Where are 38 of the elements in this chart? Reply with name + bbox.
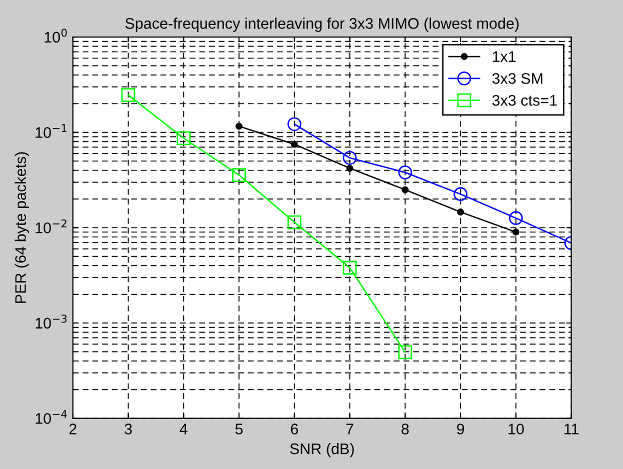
point <box>512 228 520 236</box>
legend-label: 1x1 <box>492 51 516 62</box>
point <box>287 117 302 132</box>
point <box>290 140 298 148</box>
legend-label: 3x3 SM <box>492 73 542 84</box>
point <box>346 164 354 172</box>
point <box>232 168 246 182</box>
point <box>342 260 357 275</box>
x-axis-title: SNR (dB) <box>290 443 354 458</box>
y-axis-title: PER (64 byte packets) <box>14 152 30 303</box>
point <box>508 211 523 226</box>
x-tick-label: 11 <box>564 424 578 434</box>
x-tick-label: 5 <box>235 424 243 434</box>
point <box>398 345 412 360</box>
x-tick-label: 9 <box>457 424 464 434</box>
point <box>121 88 136 102</box>
y-tick-label: 10$^{−3}$ <box>36 314 67 329</box>
point <box>236 122 242 130</box>
point <box>287 215 302 230</box>
point <box>402 186 409 194</box>
y-tick-label: 10$^{−4}$ <box>36 410 67 424</box>
point <box>342 150 357 165</box>
x-tick-label: 4 <box>180 424 188 434</box>
x-tick-label: 8 <box>402 424 409 434</box>
x-tick-label: 3 <box>124 424 132 434</box>
x-tick-label: 7 <box>346 424 354 434</box>
point <box>457 208 464 216</box>
x-tick-label: 10 <box>508 424 524 434</box>
point <box>398 165 412 180</box>
y-tick-label: 10$^{−2}$ <box>36 219 66 234</box>
legend-label: 3x3 cts=1 <box>492 94 557 106</box>
x-tick-label: 2 <box>69 424 76 434</box>
x-tick-label: 6 <box>290 424 298 434</box>
y-tick-label: 10$^{0}$ <box>44 28 67 43</box>
point <box>176 131 191 146</box>
y-tick-label: 10$^{−1}$ <box>36 124 66 138</box>
point <box>454 187 468 202</box>
chart-title: Space-frequency interleaving for 3x3 MIMO (lowest mode) <box>125 18 519 32</box>
